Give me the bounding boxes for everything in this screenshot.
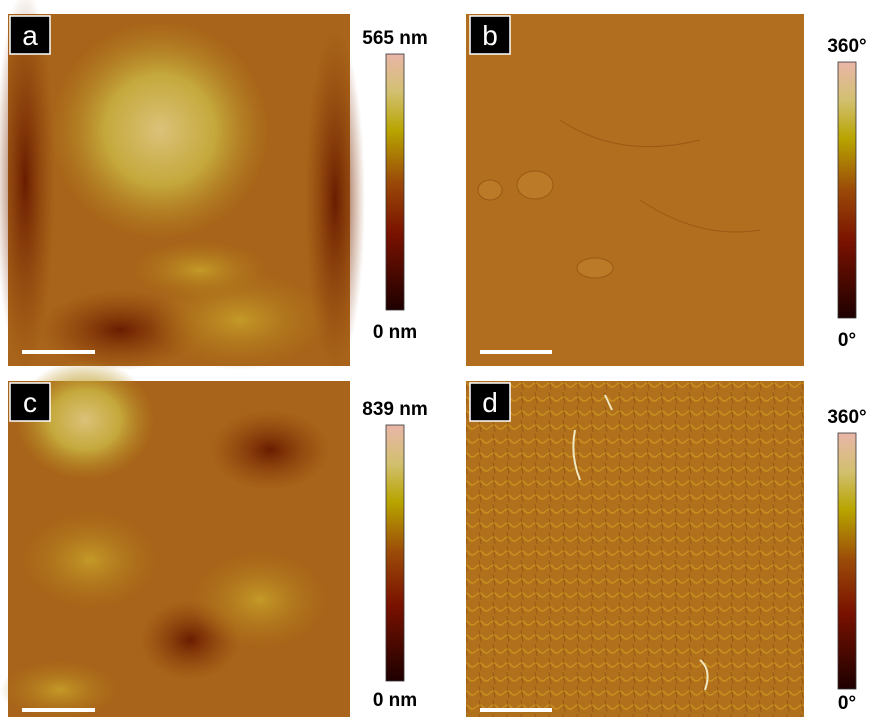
scale-bar	[22, 350, 95, 354]
colorbar	[386, 54, 404, 310]
panel-label: a	[22, 20, 38, 51]
panel-c: c 839 nm 0 nm	[0, 360, 428, 717]
colorbar-min: 0°	[838, 330, 856, 351]
phase-image	[466, 14, 804, 366]
colorbar	[838, 433, 856, 689]
figure: a 565 nm 0 nm b 360° 0° c 839 nm 0 nm	[0, 0, 874, 717]
panel-a: a 565 nm 0 nm	[0, 0, 428, 370]
phase-image	[466, 381, 804, 717]
panel-d: d 360° 0°	[466, 381, 867, 717]
colorbar-max: 565 nm	[362, 28, 427, 49]
page: a 565 nm 0 nm b 360° 0° c 839 nm 0 nm	[0, 0, 874, 717]
colorbar	[838, 62, 856, 318]
colorbar-min: 0°	[838, 693, 856, 714]
panel-label: c	[23, 387, 37, 418]
colorbar	[386, 425, 404, 681]
scale-bar	[480, 350, 552, 354]
scale-bar	[480, 708, 552, 712]
panel-label: d	[482, 387, 498, 418]
colorbar-max: 360°	[827, 407, 866, 428]
colorbar-max: 839 nm	[362, 399, 427, 420]
colorbar-min: 0 nm	[373, 322, 417, 343]
colorbar-max: 360°	[827, 36, 866, 57]
panel-b: b 360° 0°	[466, 14, 867, 366]
panel-label: b	[482, 20, 498, 51]
scale-bar	[22, 708, 95, 712]
colorbar-min: 0 nm	[373, 690, 417, 711]
